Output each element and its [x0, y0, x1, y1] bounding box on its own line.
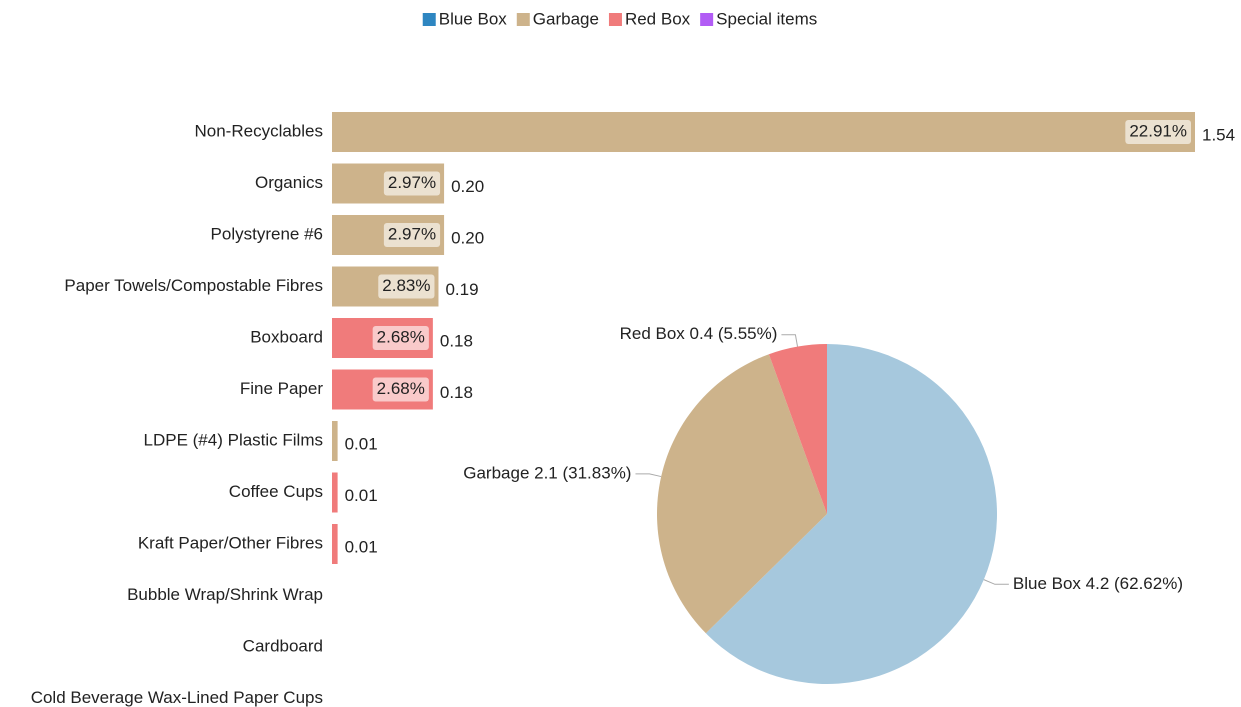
slice-label: Red Box 0.4 (5.55%)	[620, 324, 778, 343]
category-label: Bubble Wrap/Shrink Wrap	[127, 585, 323, 604]
category-label: Cardboard	[243, 636, 323, 655]
value-label: 0.18	[440, 383, 473, 402]
category-label: Non-Recyclables	[195, 121, 324, 140]
legend-swatch	[700, 13, 714, 26]
value-label: 0.20	[451, 177, 484, 196]
percent-label-bg	[372, 326, 429, 350]
category-label: Organics	[255, 173, 323, 192]
value-label: 0.19	[445, 280, 478, 299]
percent-label: 2.68%	[377, 379, 425, 398]
legend-swatch	[422, 13, 436, 26]
percent-label-bg	[1125, 120, 1191, 144]
percent-label: 2.97%	[388, 224, 436, 243]
legend-swatch	[516, 13, 530, 26]
pie-slice	[768, 344, 827, 514]
bar	[332, 472, 338, 513]
bar	[332, 421, 338, 461]
value-label: 0.01	[345, 486, 378, 505]
legend-label: Garbage	[533, 9, 599, 28]
category-label: Fine Paper	[240, 379, 323, 398]
category-label: Cold Beverage Wax-Lined Paper Cups	[31, 688, 323, 707]
legend-label: Red Box	[625, 9, 691, 28]
category-label: Boxboard	[250, 327, 323, 346]
slice-label: Blue Box 4.2 (62.62%)	[1013, 574, 1183, 593]
value-label: 0.01	[345, 537, 378, 556]
slice-label: Garbage 2.1 (31.83%)	[463, 463, 631, 482]
bar	[332, 524, 338, 564]
leader-line	[635, 473, 662, 478]
value-label: 0.20	[451, 228, 484, 247]
legend-swatch	[608, 13, 622, 26]
pie-slice	[657, 354, 827, 634]
value-label: 1.54	[1202, 125, 1235, 144]
leader-line	[781, 334, 799, 347]
legend-label: Special items	[716, 9, 817, 28]
percent-label: 2.97%	[388, 173, 436, 192]
percent-label: 2.68%	[377, 327, 425, 346]
percent-label: 22.91%	[1129, 121, 1187, 140]
value-label: 0.18	[440, 331, 473, 350]
value-label: 0.01	[345, 434, 378, 453]
category-label: Polystyrene #6	[211, 224, 323, 243]
percent-label-bg	[383, 223, 441, 247]
category-label: Paper Towels/Compostable Fibres	[64, 276, 323, 295]
percent-label: 2.83%	[382, 276, 430, 295]
category-label: Coffee Cups	[229, 482, 323, 501]
legend: Blue Box Garbage Red Box Special items	[422, 9, 817, 28]
bar	[332, 112, 1195, 152]
percent-label-bg	[372, 377, 429, 402]
legend-label: Blue Box	[439, 9, 508, 28]
percent-label-bg	[378, 274, 435, 299]
pie-slice	[705, 344, 997, 684]
leader-line	[983, 579, 1009, 585]
percent-label-bg	[383, 171, 441, 196]
category-label: LDPE (#4) Plastic Films	[144, 430, 323, 449]
category-label: Kraft Paper/Other Fibres	[138, 533, 323, 552]
